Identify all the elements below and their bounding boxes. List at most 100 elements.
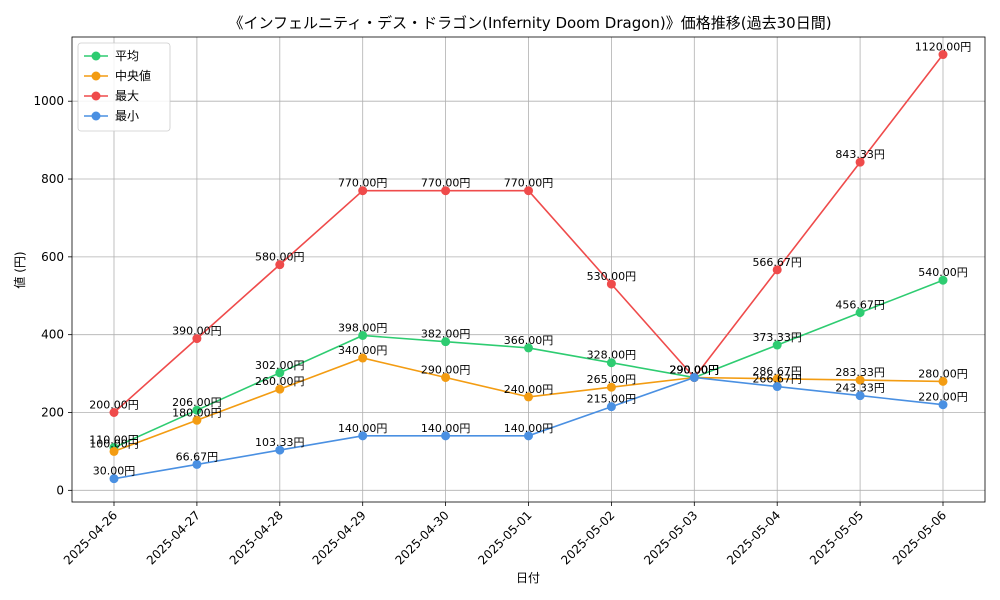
legend-item: 最小	[84, 109, 139, 123]
series-中央値	[109, 353, 948, 456]
data-label: 260.00円	[255, 375, 305, 388]
data-point	[192, 459, 202, 469]
data-label: 265.00円	[587, 373, 637, 386]
data-point	[938, 376, 948, 386]
data-point	[606, 402, 616, 412]
data-label: 283.33円	[835, 366, 885, 379]
data-point	[441, 431, 451, 441]
legend-marker	[91, 71, 101, 81]
data-label: 215.00円	[587, 393, 637, 406]
data-label: 266.67円	[752, 373, 802, 386]
data-label: 180.00円	[172, 406, 222, 419]
data-point	[524, 186, 533, 196]
data-label: 373.33円	[752, 331, 802, 344]
data-point	[358, 353, 368, 363]
data-point	[938, 400, 948, 410]
data-point	[109, 446, 119, 456]
data-label: 456.67円	[835, 299, 885, 312]
legend-label: 平均	[115, 49, 139, 63]
y-axis-label: 値 (円)	[12, 251, 27, 288]
plot-frame	[71, 36, 986, 503]
data-label: 366.00円	[504, 334, 554, 347]
data-point	[192, 415, 202, 425]
data-label: 580.00円	[255, 251, 305, 264]
series-layer	[109, 50, 948, 484]
legend-marker	[91, 111, 101, 121]
x-tick-label: 2025-04-27	[144, 508, 203, 567]
data-point	[606, 358, 616, 368]
data-point	[275, 260, 285, 270]
data-label: 390.00円	[172, 325, 222, 338]
y-tick-label: 200	[41, 406, 64, 420]
legend-item: 中央値	[84, 68, 151, 83]
legend-box	[77, 42, 171, 132]
data-label: 770.00円	[421, 177, 471, 190]
data-point	[192, 334, 202, 344]
data-label: 280.00円	[918, 367, 968, 380]
data-label: 530.00円	[587, 270, 637, 283]
series-最大	[109, 50, 948, 418]
data-point	[109, 408, 119, 418]
data-label: 540.00円	[918, 266, 968, 279]
data-label: 100.00円	[89, 437, 139, 450]
x-tick-label: 2025-05-02	[558, 508, 617, 567]
data-point	[772, 382, 782, 392]
data-point	[358, 186, 368, 196]
data-label: 66.67円	[176, 450, 219, 463]
data-label: 843.33円	[835, 148, 885, 161]
x-tick-label: 2025-04-26	[61, 508, 120, 567]
legend-item: 最大	[84, 89, 139, 103]
data-point	[855, 375, 865, 385]
data-label: 1120.00円	[915, 41, 972, 54]
data-label: 140.00円	[421, 422, 471, 435]
x-tick-label: 2025-05-03	[641, 508, 700, 567]
data-label: 103.33円	[255, 436, 305, 449]
data-point	[855, 157, 865, 167]
data-label: 206.00円	[172, 396, 222, 409]
data-label: 340.00円	[338, 344, 388, 357]
data-label: 770.00円	[504, 177, 554, 190]
data-label: 770.00円	[338, 177, 388, 190]
grid	[72, 37, 985, 502]
data-point	[606, 382, 616, 392]
data-label: 290.00円	[670, 363, 720, 376]
data-point	[358, 431, 368, 441]
x-tick-label: 2025-05-01	[475, 508, 534, 567]
data-point	[938, 275, 948, 285]
data-label: 290.00円	[670, 363, 720, 376]
data-label: 110.00円	[89, 434, 139, 447]
data-point	[524, 343, 533, 353]
data-point	[606, 279, 616, 289]
legend-marker	[91, 91, 101, 101]
x-tick-label: 2025-05-05	[807, 508, 866, 567]
data-point	[772, 374, 782, 384]
data-point	[524, 392, 533, 402]
data-label: 382.00円	[421, 328, 471, 341]
data-point	[275, 445, 285, 455]
data-labels: 110.00円 206.00円 302.00円 398.00円 382.00円 366.0…	[89, 41, 971, 478]
data-label: 290.00円	[421, 363, 471, 376]
data-label: 286.67円	[752, 365, 802, 378]
x-axis-label: 日付	[516, 571, 540, 585]
y-tick-label: 1000	[33, 94, 64, 108]
data-label: 30.00円	[93, 465, 136, 478]
y-tick-label: 800	[41, 172, 64, 186]
data-label: 243.33円	[835, 382, 885, 395]
legend-marker	[91, 51, 101, 61]
data-point	[109, 474, 119, 484]
x-tick-label: 2025-04-28	[227, 508, 286, 567]
series-最小	[109, 372, 948, 484]
data-label: 328.00円	[587, 349, 637, 362]
legend-label: 最大	[115, 89, 139, 103]
data-point	[275, 384, 285, 394]
data-point	[441, 186, 451, 196]
data-point	[855, 391, 865, 401]
data-point	[772, 265, 782, 275]
data-label: 566.67円	[752, 256, 802, 269]
chart-title: 《インフェルニティ・デス・ドラゴン(Infernity Doom Dragon)…	[228, 14, 831, 32]
x-tick-label: 2025-04-29	[310, 508, 369, 567]
data-label: 290.00円	[670, 363, 720, 376]
y-tick-label: 0	[56, 483, 64, 497]
